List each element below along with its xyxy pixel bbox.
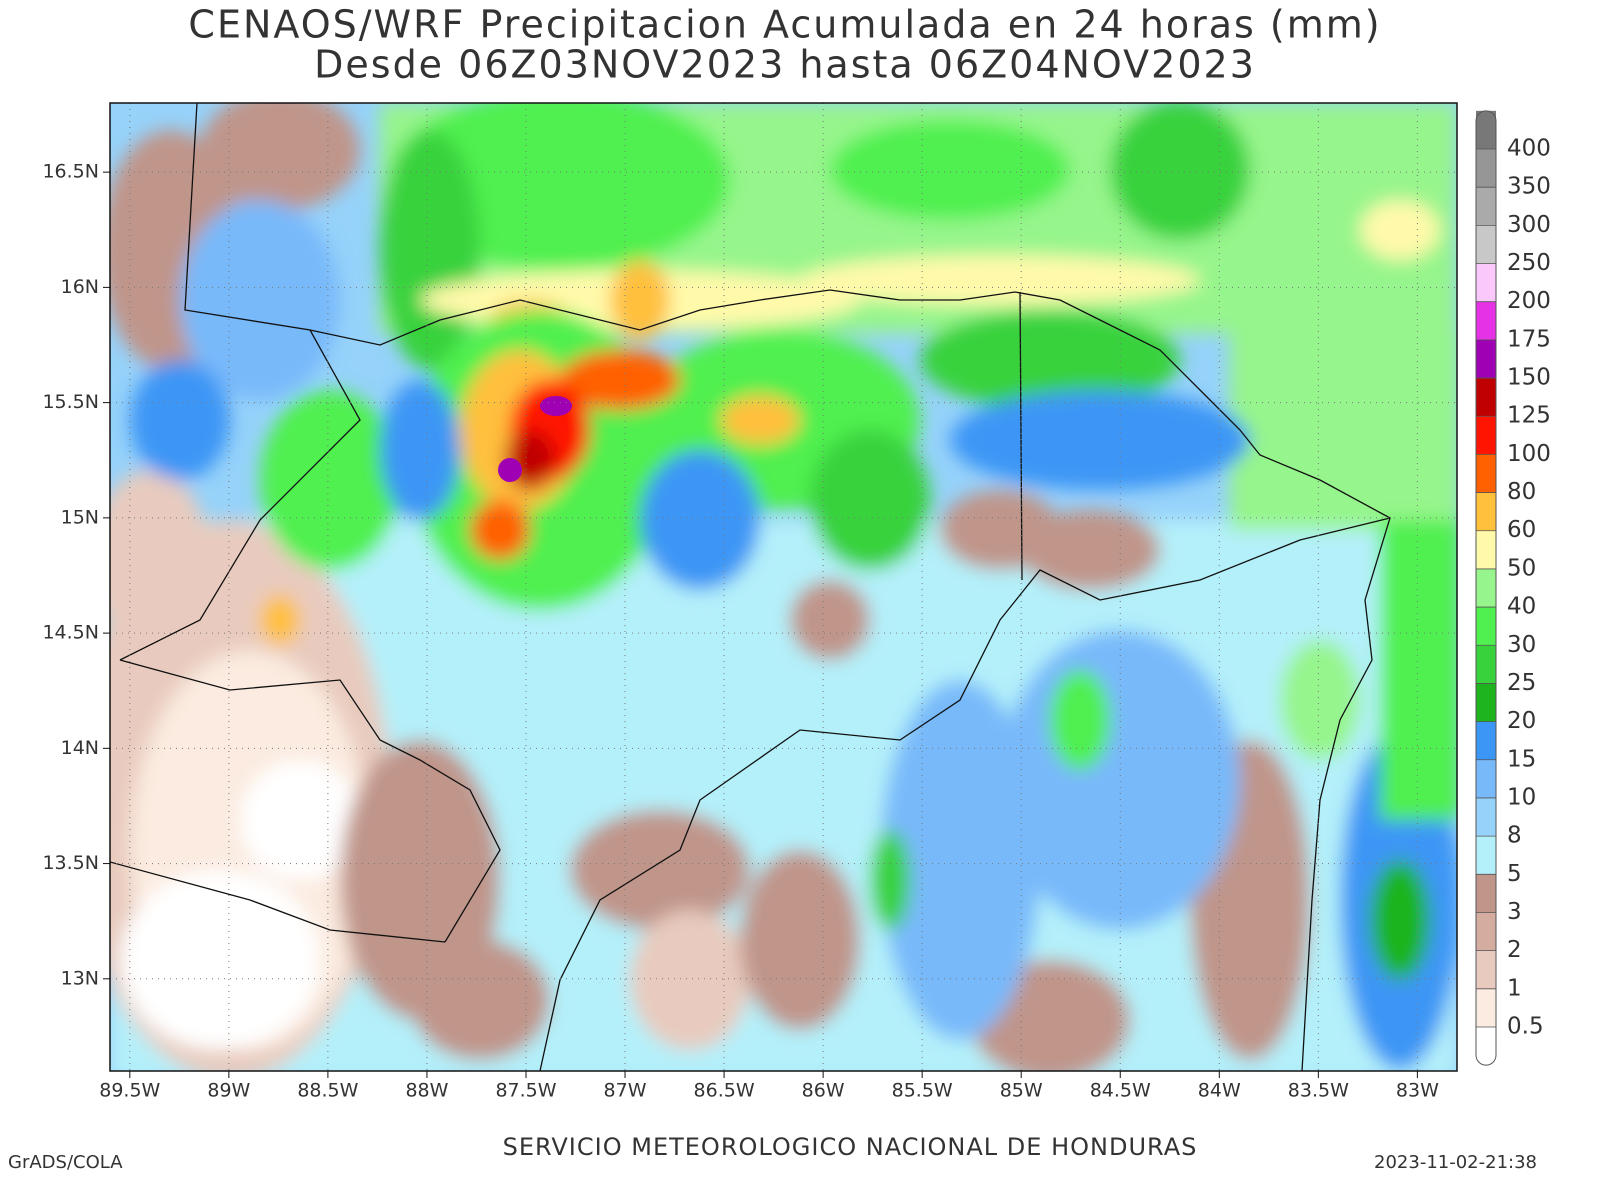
colorbar-label: 60 [1507, 517, 1536, 543]
x-tick-label: 89.5W [99, 1080, 160, 1102]
colorbar-label: 10 [1507, 784, 1536, 810]
y-tick-label: 13N [61, 967, 99, 989]
colorbar-outline [1475, 110, 1497, 1066]
x-tick-label: 86W [802, 1080, 845, 1102]
x-tick-label: 86.5W [694, 1080, 755, 1102]
colorbar-swatch [1476, 110, 1496, 149]
coastline-north [309, 289, 1391, 1071]
y-tick-label: 15.5N [42, 391, 99, 413]
colorbar-label: 3 [1507, 899, 1522, 925]
plot-frame [109, 102, 1458, 1072]
colorbar-swatch [1476, 912, 1496, 951]
colorbar-swatch [1476, 836, 1496, 875]
x-tick-label: 89W [207, 1080, 250, 1102]
colorbar-swatch [1476, 263, 1496, 302]
colorbar-swatch [1476, 645, 1496, 684]
x-tick-label: 88.5W [297, 1080, 358, 1102]
colorbar-swatch [1476, 1027, 1496, 1066]
colorbar-swatch [1476, 607, 1496, 646]
colorbar-label: 25 [1507, 670, 1536, 696]
x-tick-label: 87.5W [495, 1080, 556, 1102]
colorbar-swatch [1476, 454, 1496, 493]
colorbar-swatch [1476, 950, 1496, 989]
colorbar-label: 8 [1507, 823, 1522, 849]
colorbar-label: 50 [1507, 555, 1536, 581]
y-tick-label: 14N [61, 737, 99, 759]
colorbar-swatch [1476, 874, 1496, 913]
colorbar-swatch [1476, 416, 1496, 455]
colorbar-swatch [1476, 187, 1496, 226]
colorbar-label: 175 [1507, 326, 1551, 352]
x-tick-label: 83W [1396, 1080, 1439, 1102]
colorbar-label: 1 [1507, 975, 1522, 1001]
boundaries [110, 103, 1391, 1071]
border-nicaragua [539, 517, 1391, 1071]
footer-right: 2023-11-02-21:38 [1374, 1152, 1537, 1173]
colorbar-label: 20 [1507, 708, 1536, 734]
colorbar-label: 300 [1507, 212, 1551, 238]
colorbar-swatch [1476, 492, 1496, 531]
colorbar-label: 2 [1507, 937, 1522, 963]
x-tick-label: 88W [405, 1080, 448, 1102]
x-tick-label: 87W [604, 1080, 647, 1102]
colorbar-swatch [1476, 759, 1496, 798]
colorbar-swatch [1476, 988, 1496, 1027]
colorbar-label: 0.5 [1507, 1014, 1544, 1040]
colorbar-label: 5 [1507, 861, 1522, 887]
colorbar-label: 200 [1507, 288, 1551, 314]
colorbar-label: 350 [1507, 174, 1551, 200]
x-tick-label: 84W [1198, 1080, 1241, 1102]
footer-left: GrADS/COLA [8, 1152, 123, 1173]
colorbar-swatch [1476, 339, 1496, 379]
precip-field [110, 103, 1457, 1071]
y-tick-label: 15N [61, 506, 99, 528]
colorbar-swatch [1476, 568, 1496, 608]
coastline-pacific [110, 861, 446, 943]
colorbar-swatch [1476, 149, 1496, 188]
x-tick-label: 83.5W [1288, 1080, 1349, 1102]
y-tick-label: 14.5N [42, 622, 99, 644]
y-tick-label: 16.5N [42, 161, 99, 183]
x-tick-label: 85.5W [892, 1080, 953, 1102]
colorbar-swatch [1476, 301, 1496, 340]
x-tick-label: 84.5W [1090, 1080, 1151, 1102]
footer-center: SERVICIO METEOROLOGICO NACIONAL DE HONDU… [503, 1133, 1198, 1161]
colorbar-swatch [1476, 683, 1496, 722]
x-tick-label: 85W [1000, 1080, 1043, 1102]
colorbar-label: 15 [1507, 746, 1536, 772]
colorbar-swatch [1476, 530, 1496, 569]
title: CENAOS/WRF Precipitacion Acumulada en 24… [188, 3, 1381, 47]
colorbar-swatch [1476, 225, 1496, 264]
colorbar-swatch [1476, 378, 1496, 417]
subtitle: Desde 06Z03NOV2023 hasta 06Z04NOV2023 [314, 43, 1256, 87]
colorbar-label: 400 [1507, 136, 1551, 162]
colorbar-label: 250 [1507, 250, 1551, 276]
border-el-salvador [119, 659, 501, 943]
y-tick-label: 13.5N [42, 852, 99, 874]
line-85w [1019, 291, 1023, 581]
colorbar-swatch [1476, 721, 1496, 760]
border-guatemala [119, 103, 361, 661]
colorbar-label: 125 [1507, 403, 1551, 429]
colorbar-label: 150 [1507, 365, 1551, 391]
axes: 89.5W 89W 88.5W 88W 87.5W 87W 86.5W 86W 85.5W 85W… [42, 103, 1457, 1102]
colorbar: 0.5 1 2 3 5 8 10 15 20 25 30 40 50 60 80 100 125 150 175 20… [1475, 110, 1551, 1066]
colorbar-swatch [1476, 797, 1496, 837]
colorbar-label: 100 [1507, 441, 1551, 467]
y-tick-label: 16N [61, 276, 99, 298]
colorbar-label: 80 [1507, 479, 1536, 505]
colorbar-label: 30 [1507, 632, 1536, 658]
colorbar-label: 40 [1507, 594, 1536, 620]
